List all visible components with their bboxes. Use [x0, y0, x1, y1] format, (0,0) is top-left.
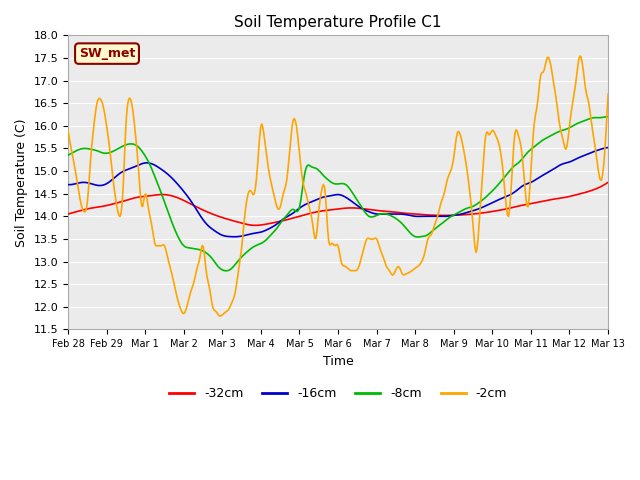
Legend: -32cm, -16cm, -8cm, -2cm: -32cm, -16cm, -8cm, -2cm — [164, 383, 512, 406]
Title: Soil Temperature Profile C1: Soil Temperature Profile C1 — [234, 15, 442, 30]
Y-axis label: Soil Temperature (C): Soil Temperature (C) — [15, 118, 28, 247]
Text: SW_met: SW_met — [79, 47, 135, 60]
X-axis label: Time: Time — [323, 355, 353, 368]
